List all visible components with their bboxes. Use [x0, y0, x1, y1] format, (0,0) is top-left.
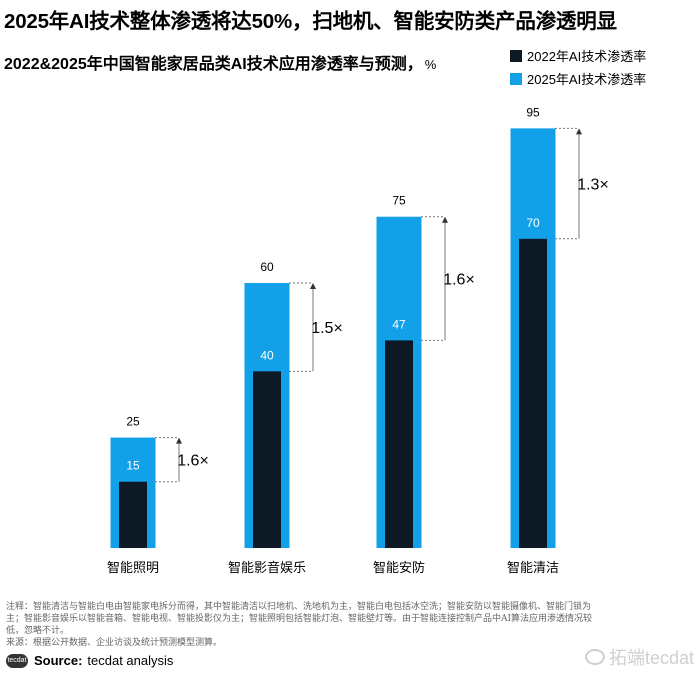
- bar-2022: [519, 238, 547, 548]
- watermark-text: 拓端tecdat: [608, 648, 694, 668]
- legend-item-2022: 2022年AI技术渗透率: [510, 44, 646, 67]
- data-label-2022: 70: [526, 216, 540, 230]
- data-label-2022: 40: [260, 348, 274, 362]
- legend-item-2025: 2025年AI技术渗透率: [510, 67, 646, 90]
- legend-swatch-2022: [510, 49, 522, 62]
- legend: 2022年AI技术渗透率 2025年AI技术渗透率: [510, 44, 646, 90]
- chart-subtitle: 2022&2025年中国智能家居品类AI技术应用渗透率与预测，%: [4, 50, 436, 74]
- chart-title: 2025年AI技术整体渗透将达50%，扫地机、智能安防类产品渗透明显: [4, 10, 617, 33]
- tecdat-logo: tecdat: [6, 653, 28, 668]
- bar-chart: 25 15 智能照明 1.6× 60 40 智能影音娱乐 1.5× 75 47 智能安防 1.6× 95…: [107, 105, 609, 575]
- data-label-2022: 47: [392, 317, 406, 331]
- bar-2022: [253, 371, 281, 548]
- growth-label: 1.5×: [311, 320, 343, 337]
- legend-swatch-2025: [510, 72, 522, 85]
- category-label: 智能照明: [107, 560, 159, 575]
- category-label: 智能清洁: [507, 560, 559, 575]
- data-label-2025: 60: [260, 260, 274, 274]
- subtitle-text: 2022&2025年中国智能家居品类AI技术应用渗透率与预测，: [4, 56, 423, 73]
- footnote: 注释：智能清洁与智能白电由智能家电拆分而得，其中智能清洁以扫地机、洗地机为主，智…: [6, 601, 692, 649]
- footnote-line-1: 注释：智能清洁与智能白电由智能家电拆分而得，其中智能清洁以扫地机、洗地机为主，智…: [6, 602, 592, 612]
- watermark: 拓端tecdat: [584, 644, 694, 670]
- source-label: Source:: [34, 653, 83, 668]
- growth-label: 1.6×: [443, 272, 475, 289]
- data-label-2025: 75: [392, 194, 406, 208]
- data-label-2025: 25: [126, 415, 140, 429]
- source-note: 来源：根据公开数据、企业访谈及统计预测模型测算。: [6, 638, 223, 648]
- growth-label: 1.6×: [177, 453, 209, 470]
- growth-arrow-icon: [442, 216, 448, 223]
- bar-2022: [119, 481, 147, 548]
- data-label-2022: 15: [126, 459, 140, 473]
- growth-arrow-icon: [176, 437, 182, 444]
- footnote-line-2: 主；智能影音娱乐以智能音箱、智能电视、智能投影仪为主；智能照明包括智能灯泡、智能…: [6, 614, 593, 624]
- growth-arrow-icon: [576, 128, 582, 135]
- category-label: 智能影音娱乐: [228, 560, 306, 575]
- legend-label-2025: 2025年AI技术渗透率: [527, 72, 647, 87]
- category-label: 智能安防: [373, 560, 425, 575]
- legend-label-2022: 2022年AI技术渗透率: [527, 49, 647, 64]
- growth-label: 1.3×: [577, 177, 609, 194]
- source-row: tecdat Source: tecdat analysis: [6, 653, 173, 668]
- growth-arrow-icon: [310, 282, 316, 289]
- footnote-line-3: 低，忽略不计。: [6, 626, 70, 636]
- data-label-2025: 95: [526, 105, 540, 119]
- bar-2022: [385, 340, 413, 548]
- weibo-icon: [584, 649, 605, 665]
- source-value: tecdat analysis: [87, 653, 174, 668]
- subtitle-unit: %: [424, 57, 437, 72]
